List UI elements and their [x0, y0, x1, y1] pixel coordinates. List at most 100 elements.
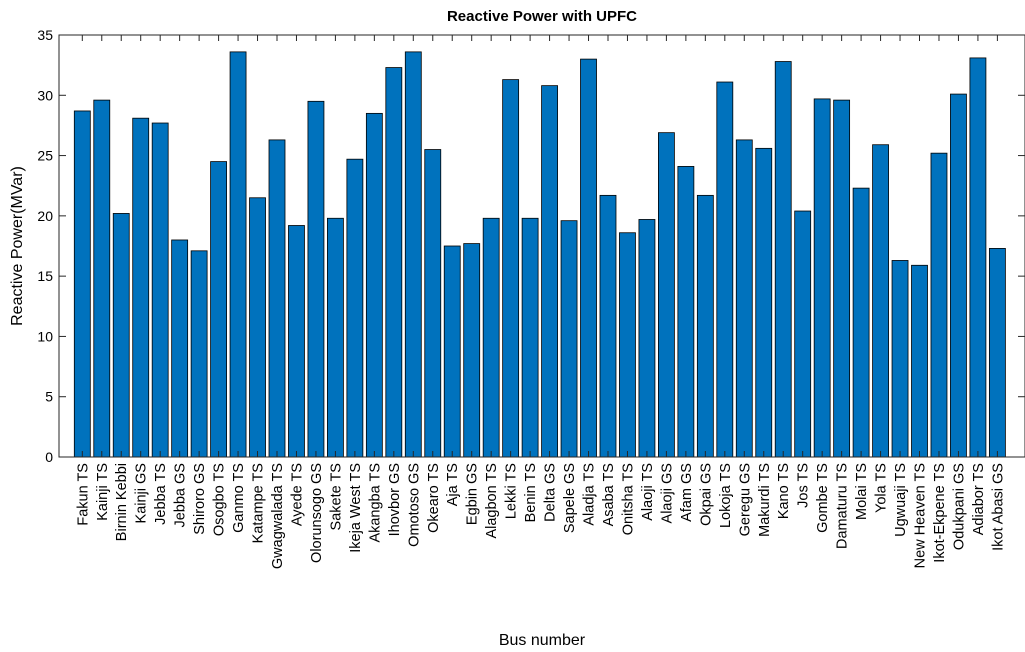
bar-8: [230, 52, 246, 457]
x-tick-label-21: Alagbon TS: [484, 463, 500, 539]
bar-13: [327, 218, 343, 457]
bar-17: [405, 52, 421, 457]
bar-33: [717, 82, 733, 457]
bar-35: [756, 148, 772, 457]
y-tick-label-7: 35: [37, 27, 53, 43]
x-tick-label-20: Egbin GS: [465, 463, 481, 525]
x-tick-label-27: Asaba TS: [601, 463, 617, 526]
x-tick-label-26: Aladja TS: [582, 463, 598, 526]
bar-10: [269, 140, 285, 457]
bar-38: [814, 99, 830, 457]
x-tick-label-31: Afam GS: [679, 463, 695, 522]
x-tick-label-12: Olorunsogo GS: [309, 463, 325, 563]
bar-37: [795, 211, 811, 457]
bar-20: [464, 244, 480, 457]
bar-25: [561, 221, 577, 457]
bar-47: [989, 248, 1005, 457]
y-tick-label-6: 30: [37, 87, 53, 103]
bar-30: [658, 133, 674, 457]
x-tick-label-23: Benin TS: [523, 463, 539, 522]
bar-40: [853, 188, 869, 457]
bar-43: [912, 265, 928, 457]
x-tick-label-37: Jos TS: [796, 463, 812, 508]
y-tick-label-0: 0: [45, 449, 53, 465]
y-axis-label: Reactive Power(MVar): [9, 166, 26, 326]
y-tick-label-3: 15: [37, 268, 53, 284]
x-tick-label-0: Fakun TS: [75, 463, 91, 526]
bar-39: [834, 100, 850, 457]
y-tick-label-1: 5: [45, 389, 53, 405]
x-tick-label-34: Geregu GS: [737, 463, 753, 536]
x-axis-label: Bus number: [499, 632, 586, 649]
bar-6: [191, 251, 207, 457]
bar-3: [133, 118, 149, 457]
bar-0: [74, 111, 90, 457]
x-tick-label-41: Yola TS: [874, 463, 890, 513]
bar-15: [366, 113, 382, 457]
bar-22: [503, 80, 519, 457]
bar-5: [172, 240, 188, 457]
y-tick-label-4: 20: [37, 208, 53, 224]
x-tick-label-10: Gwagwalada TS: [270, 463, 286, 569]
bar-18: [425, 150, 441, 457]
bar-1: [94, 100, 110, 457]
x-tick-label-39: Damaturu TS: [835, 463, 851, 549]
x-tick-label-4: Jebba TS: [153, 463, 169, 525]
bar-41: [873, 145, 889, 457]
bar-2: [113, 213, 129, 457]
bars-group: [74, 52, 1005, 457]
bar-44: [931, 153, 947, 457]
x-tick-label-32: Okpai GS: [698, 463, 714, 526]
x-tick-label-42: Ugwuaji TS: [893, 463, 909, 537]
bar-16: [386, 68, 402, 457]
x-tick-label-14: Ikeja West TS: [348, 463, 364, 553]
bar-45: [950, 94, 966, 457]
bar-23: [522, 218, 538, 457]
x-tick-label-16: Ihovbor GS: [387, 463, 403, 536]
x-tick-label-40: Molai TS: [854, 463, 870, 520]
bar-46: [970, 58, 986, 457]
x-tick-label-7: Osogbo TS: [212, 463, 228, 536]
bar-27: [600, 195, 616, 457]
x-tick-label-24: Delta GS: [543, 463, 559, 522]
bar-24: [542, 86, 558, 457]
bar-26: [581, 59, 597, 457]
x-tick-label-44: Ikot-Ekpene TS: [932, 463, 948, 563]
x-tick-label-1: Kainji TS: [95, 463, 111, 521]
x-tick-label-6: Shiroro GS: [192, 463, 208, 535]
x-tick-label-47: Ikot Abasi GS: [990, 463, 1006, 551]
x-tick-label-3: Kainji GS: [134, 463, 150, 523]
bar-12: [308, 101, 324, 457]
x-tick-label-29: Alaoji TS: [640, 463, 656, 521]
bar-29: [639, 219, 655, 457]
x-tick-label-8: Ganmo TS: [231, 463, 247, 533]
y-tick-label-5: 25: [37, 148, 53, 164]
x-tick-label-28: Onitsha TS: [620, 463, 636, 535]
x-tick-label-13: Sakete TS: [328, 463, 344, 530]
bar-4: [152, 123, 168, 457]
x-tick-label-9: Katampe TS: [251, 463, 267, 543]
x-tick-label-33: Lokoja TS: [718, 463, 734, 528]
x-tick-label-5: Jebba GS: [173, 463, 189, 528]
bar-36: [775, 62, 791, 457]
y-tick-label-2: 10: [37, 328, 53, 344]
x-tick-label-45: Odukpani GS: [951, 463, 967, 550]
bar-9: [250, 198, 266, 457]
x-tick-label-35: Makurdi TS: [757, 463, 773, 537]
x-tick-label-17: Omotoso GS: [406, 463, 422, 547]
bar-19: [444, 246, 460, 457]
x-tick-label-43: New Heaven TS: [913, 463, 929, 568]
bar-11: [288, 226, 304, 458]
x-tick-label-38: Gombe TS: [815, 463, 831, 533]
x-tick-label-15: Akangba TS: [367, 463, 383, 543]
x-tick-label-22: Lekki TS: [504, 463, 520, 519]
x-tick-label-36: Kano TS: [776, 463, 792, 519]
bar-28: [619, 233, 635, 457]
chart-title: Reactive Power with UPFC: [447, 8, 637, 25]
bar-42: [892, 260, 908, 457]
bar-34: [736, 140, 752, 457]
x-tick-label-46: Adiabor TS: [971, 463, 987, 535]
bar-21: [483, 218, 499, 457]
x-tick-label-25: Sapele GS: [562, 463, 578, 533]
